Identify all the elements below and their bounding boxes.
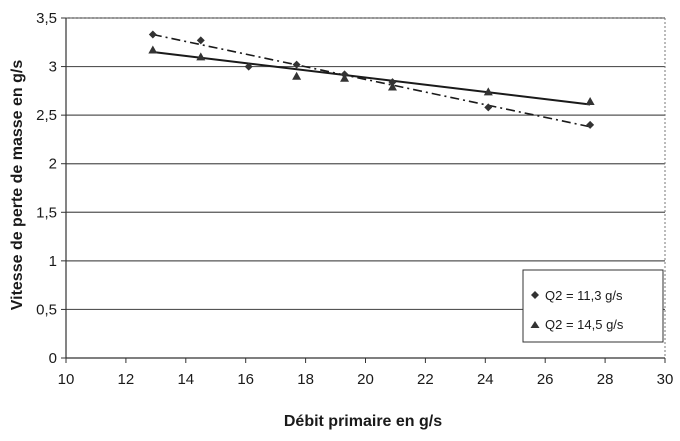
- y-tick-label: 2: [49, 156, 57, 173]
- y-tick-label: 0,5: [36, 301, 57, 318]
- axes: [61, 17, 666, 363]
- gridlines: [66, 17, 665, 311]
- x-tick-label: 16: [237, 371, 254, 388]
- x-tick-label: 28: [597, 371, 614, 388]
- data-point-series-2: [196, 52, 206, 61]
- x-tick-label: 30: [657, 371, 674, 388]
- x-tick-label: 14: [177, 371, 194, 388]
- x-tick-label: 10: [58, 371, 75, 388]
- data-point-series-2: [585, 97, 595, 106]
- data-points: [148, 30, 595, 129]
- trendlines: [152, 33, 591, 128]
- x-axis-title: Débit primaire en g/s: [284, 413, 442, 430]
- y-tick-label: 2,5: [36, 107, 57, 124]
- x-tick-label: 12: [118, 371, 135, 388]
- legend-box: [522, 269, 664, 343]
- y-tick-label: 0: [49, 350, 57, 367]
- data-point-series-1: [292, 60, 301, 69]
- data-point-series-1: [148, 30, 157, 39]
- trendline-series-2: [152, 51, 591, 106]
- legend: Q2 = 11,3 g/s Q2 = 14,5 g/s: [522, 269, 664, 343]
- x-tick-label: 20: [357, 371, 374, 388]
- legend-entry-1: Q2 = 11,3 g/s: [531, 288, 623, 303]
- y-tick-label: 3,5: [36, 10, 57, 27]
- y-tick-label: 1: [49, 253, 57, 270]
- diamond-marker-icon: [531, 291, 539, 299]
- data-point-series-2: [483, 87, 493, 96]
- x-tick-label: 24: [477, 371, 494, 388]
- y-tick-label: 1,5: [36, 204, 57, 221]
- data-point-series-1: [586, 120, 595, 129]
- x-tick-label: 18: [297, 371, 314, 388]
- x-tick-label: 26: [537, 371, 554, 388]
- data-point-series-2: [387, 82, 397, 91]
- data-point-series-1: [484, 103, 493, 112]
- legend-label-1: Q2 = 11,3 g/s: [545, 288, 623, 303]
- data-point-series-2: [148, 45, 158, 54]
- legend-entry-2: Q2 = 14,5 g/s: [530, 317, 624, 332]
- data-point-series-1: [388, 78, 397, 87]
- data-point-series-2: [292, 71, 302, 80]
- y-tick-label: 3: [49, 59, 57, 76]
- tick-labels: 0 0,5 1 1,5 2 2,5 3 3,5 10 12 14 16 18 20 22 24 26 28 30: [36, 10, 673, 388]
- trendline-series-1: [152, 33, 591, 128]
- data-point-series-1: [244, 62, 253, 71]
- legend-label-2: Q2 = 14,5 g/s: [545, 317, 624, 332]
- triangle-marker-icon: [530, 321, 540, 328]
- data-point-series-2: [340, 73, 350, 82]
- x-tick-label: 22: [417, 371, 434, 388]
- data-point-series-1: [196, 36, 205, 45]
- y-axis-title: Vitesse de perte de masse en g/s: [9, 60, 26, 311]
